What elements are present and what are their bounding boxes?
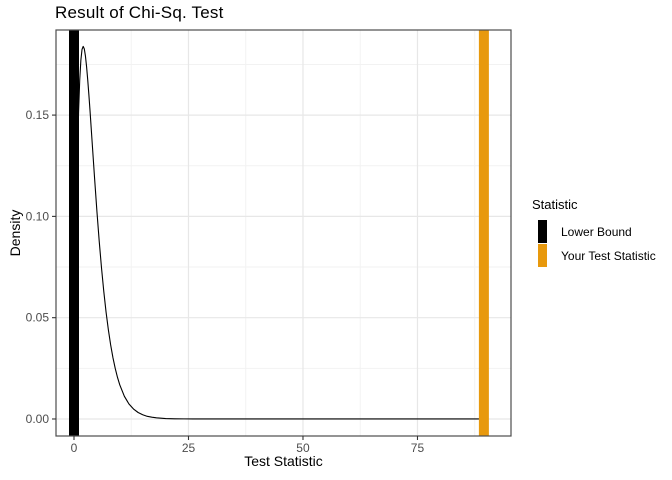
x-tick-label: 75 [411, 441, 425, 455]
y-tick-label: 0.15 [26, 108, 50, 122]
y-tick-label: 0.00 [26, 412, 50, 426]
x-tick-label: 25 [182, 441, 196, 455]
legend-item-your-test-statistic: Your Test Statistic [538, 244, 656, 267]
plot-title: Result of Chi-Sq. Test [55, 3, 224, 22]
y-axis-title: Density [7, 209, 23, 257]
y-tick-label: 0.05 [26, 311, 50, 325]
legend-item-label: Your Test Statistic [561, 248, 656, 263]
density-curve [73, 45, 484, 420]
legend: Statistic Lower Bound Your Test Statisti… [530, 197, 656, 268]
y-tick-label: 0.10 [26, 209, 50, 223]
test-statistic-key-swatch [538, 244, 547, 267]
x-tick-label: 50 [296, 441, 310, 455]
x-axis-title: Test Statistic [244, 453, 323, 469]
legend-item-lower-bound: Lower Bound [538, 220, 656, 243]
legend-title: Statistic [532, 197, 578, 212]
panel-border [55, 29, 512, 437]
legend-item-label: Lower Bound [561, 224, 632, 239]
x-tick-label: 0 [71, 441, 78, 455]
test-statistic-line [478, 30, 489, 436]
lower-bound-line [68, 30, 79, 436]
panel-background [56, 30, 511, 436]
lower-bound-key-swatch [538, 220, 547, 243]
